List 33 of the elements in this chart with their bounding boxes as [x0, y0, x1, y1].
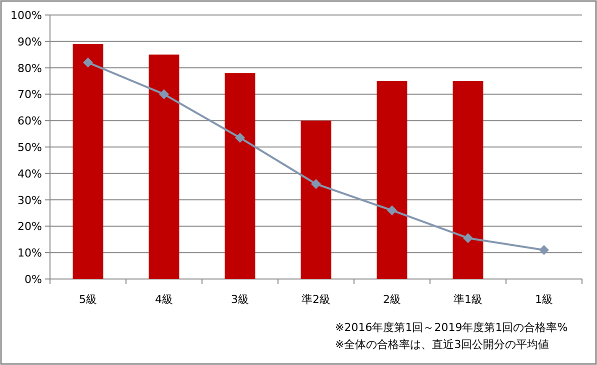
bar	[376, 81, 408, 279]
bar	[300, 120, 332, 279]
point	[311, 178, 321, 189]
y-tick-label: 70%	[18, 88, 42, 102]
point	[159, 89, 169, 100]
bar	[72, 44, 104, 279]
y-tick-label: 100%	[10, 9, 42, 22]
bar	[452, 81, 484, 279]
y-tick-label: 40%	[18, 167, 42, 180]
point	[387, 205, 397, 216]
y-tick-label: 60%	[18, 114, 42, 128]
text: ※全体の合格率は、直近3回公開分の平均値	[335, 338, 550, 351]
x-tick-label: 4級	[155, 293, 173, 306]
y-tick-label: 80%	[18, 62, 42, 75]
x-tick-label: 1級	[535, 293, 553, 306]
text: ※2016年度第1回～2019年度第1回の合格率%	[335, 321, 568, 334]
y-tick-label: 20%	[18, 220, 42, 234]
point	[83, 58, 93, 68]
y-tick-label: 10%	[18, 246, 42, 260]
y-tick-label: 90%	[18, 35, 42, 48]
x-tick-label: 3級	[231, 293, 249, 306]
point	[539, 244, 549, 255]
point	[235, 132, 245, 143]
bar	[224, 73, 256, 279]
x-tick-label: 準2級	[302, 293, 330, 306]
point	[463, 233, 473, 244]
y-tick-label: 50%	[18, 141, 42, 154]
x-tick-label: 2級	[383, 293, 401, 306]
x-tick-label: 準1級	[454, 293, 482, 306]
y-tick-label: 30%	[18, 194, 42, 207]
bar	[148, 54, 180, 279]
y-tick-label: 0%	[24, 273, 42, 286]
x-tick-label: 5級	[79, 293, 97, 306]
